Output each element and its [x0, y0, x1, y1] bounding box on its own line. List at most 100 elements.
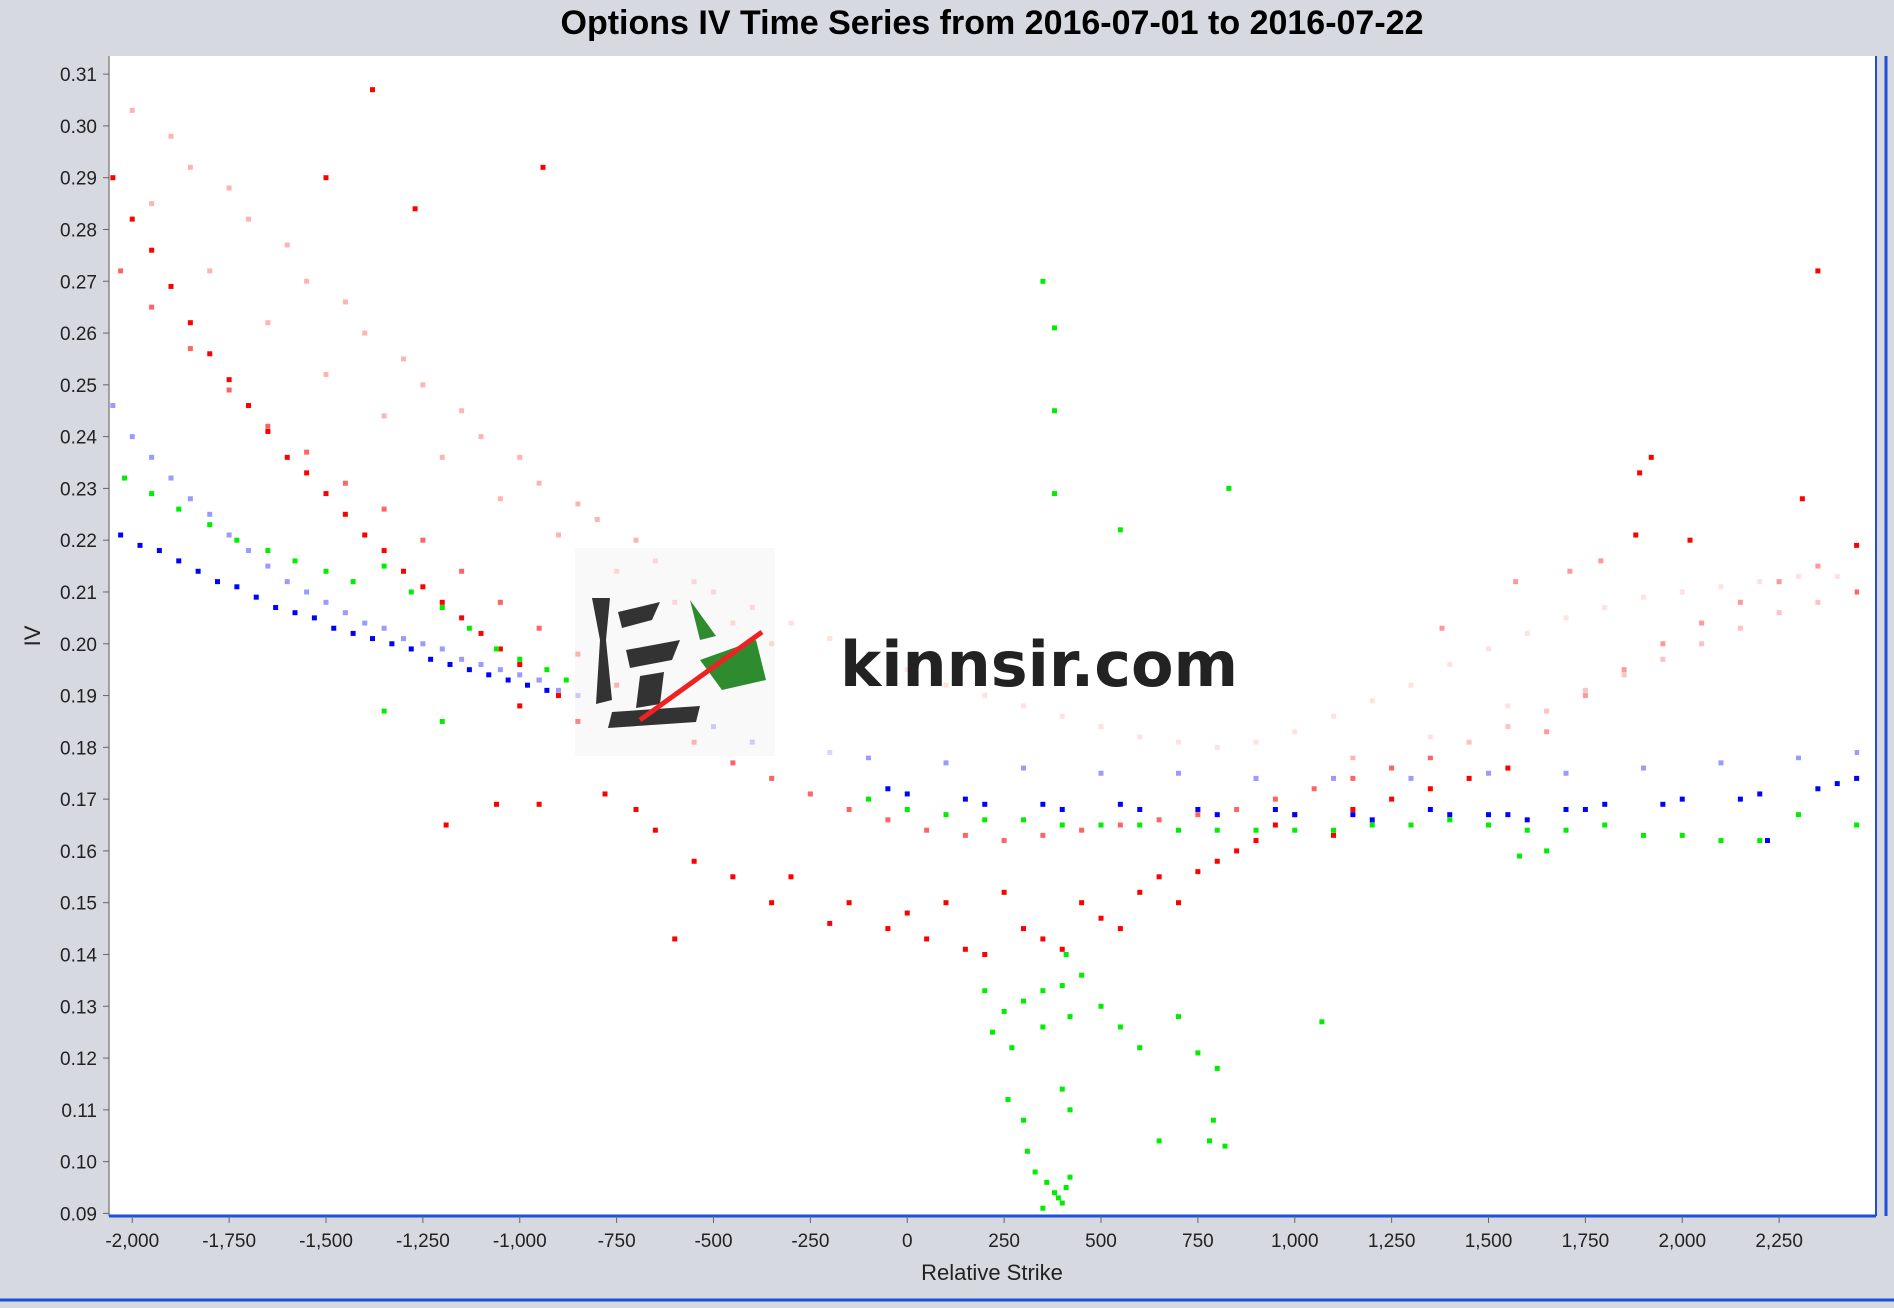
data-point — [1079, 972, 1085, 978]
data-point — [439, 454, 445, 460]
points-layer — [110, 87, 1860, 1211]
data-point — [1524, 827, 1530, 833]
data-point — [1582, 806, 1588, 812]
data-point — [381, 548, 387, 554]
data-point — [544, 667, 550, 673]
data-point — [1563, 770, 1569, 776]
series-3 — [118, 532, 1860, 844]
data-point — [563, 677, 569, 683]
data-point — [1799, 496, 1805, 502]
watermark: kinnsir.com — [575, 548, 1855, 756]
data-point — [187, 164, 193, 170]
data-point — [602, 791, 608, 797]
series-4 — [110, 403, 1860, 781]
y-tick-label: 0.20 — [60, 635, 97, 656]
data-point — [1447, 812, 1453, 818]
data-point — [443, 822, 449, 828]
data-point — [556, 687, 561, 693]
x-tick-label: -1,500 — [299, 1231, 353, 1252]
data-point — [253, 594, 259, 600]
x-tick-label: -250 — [791, 1231, 829, 1252]
data-point — [536, 677, 542, 683]
data-point — [1427, 806, 1433, 812]
data-point — [304, 278, 310, 284]
data-point — [1369, 822, 1375, 828]
data-point — [207, 522, 213, 528]
data-point — [904, 910, 910, 916]
data-point — [362, 532, 368, 538]
data-point — [381, 506, 387, 512]
data-point — [1408, 775, 1414, 781]
x-tick-label: 750 — [1182, 1231, 1214, 1252]
data-point — [176, 558, 182, 564]
data-point — [447, 661, 453, 667]
y-tick-label: 0.19 — [60, 687, 97, 708]
data-point — [982, 988, 988, 994]
data-point — [1098, 822, 1104, 828]
data-point — [466, 625, 472, 631]
data-point — [1040, 988, 1046, 994]
series-5 — [122, 278, 1860, 1211]
data-point — [1214, 858, 1220, 864]
data-point — [1098, 915, 1104, 921]
data-point — [536, 625, 542, 631]
data-point — [1466, 775, 1472, 781]
data-point — [1253, 838, 1259, 844]
data-point — [207, 268, 213, 274]
data-point — [304, 449, 310, 455]
data-point — [342, 610, 348, 616]
data-point — [1854, 542, 1860, 548]
data-point — [1222, 1143, 1228, 1149]
data-point — [342, 299, 348, 305]
data-point — [1679, 832, 1685, 838]
data-point — [1176, 900, 1181, 906]
data-point — [1195, 869, 1201, 875]
data-point — [1427, 755, 1433, 761]
data-point — [982, 951, 988, 957]
data-point — [1214, 1065, 1220, 1071]
data-point — [412, 206, 418, 212]
data-point — [1486, 812, 1491, 818]
x-tick-label: 0 — [902, 1231, 913, 1252]
data-point — [331, 625, 337, 631]
data-point — [730, 874, 736, 880]
data-point — [1098, 770, 1104, 776]
data-point — [420, 584, 426, 590]
data-point — [1001, 889, 1007, 895]
data-point — [370, 87, 375, 93]
y-tick-label: 0.15 — [60, 894, 97, 915]
data-point — [1040, 801, 1046, 807]
data-point — [691, 858, 697, 864]
data-point — [1040, 832, 1046, 838]
y-tick-label: 0.29 — [60, 169, 97, 190]
data-point — [1427, 786, 1433, 792]
data-point — [807, 791, 813, 797]
data-point — [350, 579, 356, 585]
data-point — [1067, 1014, 1073, 1020]
data-point — [1052, 1190, 1057, 1196]
y-tick-label: 0.25 — [60, 376, 97, 397]
data-point — [215, 579, 220, 585]
data-point — [226, 387, 232, 393]
y-tick-label: 0.14 — [60, 945, 97, 966]
watermark-text: kinnsir.com — [840, 628, 1238, 701]
data-point — [207, 511, 213, 517]
data-point — [370, 636, 375, 642]
data-point — [381, 625, 387, 631]
data-point — [1195, 812, 1201, 818]
data-point — [827, 920, 833, 926]
data-point — [1350, 775, 1356, 781]
y-tick-label: 0.27 — [60, 272, 97, 293]
data-point — [478, 630, 484, 636]
data-point — [769, 900, 775, 906]
data-point — [323, 491, 329, 497]
data-point — [1311, 786, 1317, 792]
data-point — [525, 682, 530, 688]
data-point — [1040, 1024, 1046, 1030]
y-tick-label: 0.09 — [60, 1204, 97, 1225]
data-point — [1137, 1045, 1143, 1051]
data-point — [1319, 1019, 1325, 1025]
data-point — [904, 806, 910, 812]
y-tick-label: 0.30 — [60, 117, 97, 138]
